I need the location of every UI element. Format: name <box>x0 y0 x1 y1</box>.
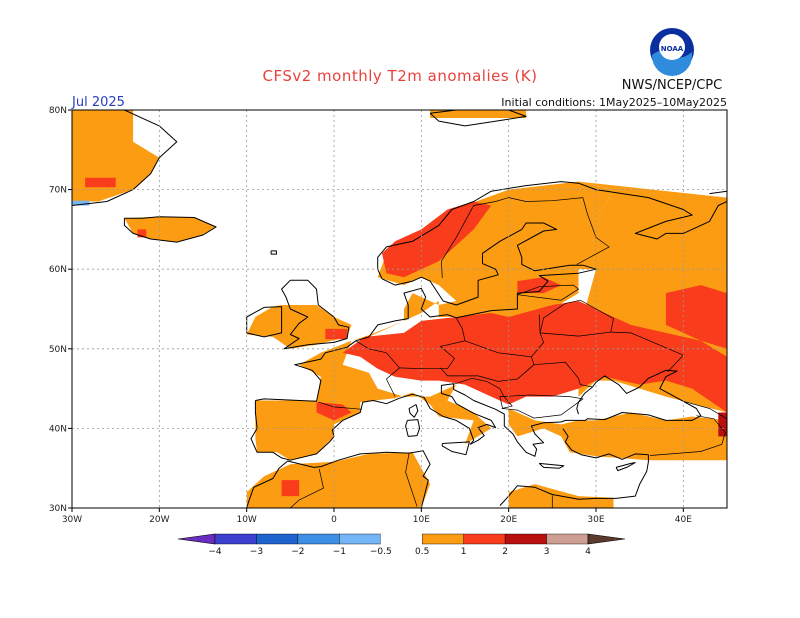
border-finland-russia <box>576 197 610 265</box>
colorbar-tick-label: −0.5 <box>370 547 392 557</box>
coastline-iceland <box>123 216 217 243</box>
graticule <box>72 110 727 508</box>
coastline-corsica <box>408 404 419 418</box>
colorbar-tick-label: −4 <box>208 547 222 557</box>
border-france-germany <box>355 340 400 397</box>
coastline-faroe <box>270 250 277 255</box>
anomaly-region-baltic-warm <box>517 277 562 294</box>
anomaly-region-uk-south-warm <box>325 328 348 340</box>
coastline-svalbard <box>429 110 527 127</box>
lon-tick-label: 20E <box>500 515 517 525</box>
lat-tick-label: 70N <box>49 186 67 196</box>
colorbar-bin <box>463 533 506 545</box>
anomaly-region-morocco-warm <box>281 480 300 497</box>
lon-tick-label: 30W <box>62 515 82 525</box>
anomaly-region-iceland <box>124 216 217 243</box>
lon-tick-label: 20W <box>149 515 169 525</box>
colorbar-bin <box>422 533 464 545</box>
border-romania-ukraine <box>533 361 593 388</box>
colorbar-min-arrow <box>177 533 216 545</box>
anomaly-region-russia-ne-warm <box>665 285 727 349</box>
coastline-ireland <box>246 306 283 338</box>
coastline-sardinia <box>405 419 421 437</box>
noaa-logo-text: NOAA <box>661 45 684 53</box>
border-baltics <box>517 284 580 301</box>
border-poland-east <box>531 314 544 358</box>
border-romania-bulgaria <box>499 394 584 419</box>
colorbar-bin <box>504 533 547 545</box>
coastline-crete <box>538 462 565 469</box>
noaa-wave-icon <box>652 50 692 76</box>
border-algeria-morocco <box>290 468 324 508</box>
lon-tick-label: 30E <box>587 515 604 525</box>
agency-label: NWS/NCEP/CPC <box>622 78 722 93</box>
border-germany-poland <box>399 317 466 370</box>
coastline-cyprus <box>615 462 636 472</box>
border-algeria-tunisia <box>405 453 418 507</box>
lon-tick-label: 10W <box>236 515 256 525</box>
colorbar-tick-label: 0.5 <box>415 547 429 557</box>
coastline-north-africa <box>246 450 431 508</box>
lat-tick-label: 60N <box>49 265 67 275</box>
colorbar-max-arrow <box>587 533 626 545</box>
coastline-britain <box>281 279 350 350</box>
coastline-sicily <box>441 441 470 456</box>
map-frame <box>71 109 728 509</box>
border-norway-sweden <box>441 197 583 279</box>
colorbar-bin <box>214 533 257 545</box>
lat-tick-label: 50N <box>49 345 67 355</box>
colorbar-tick-label: 2 <box>502 547 508 557</box>
border-caucasus <box>683 400 727 420</box>
colorbar-tick-label: 4 <box>585 547 591 557</box>
lon-tick-label: 40E <box>675 515 692 525</box>
colorbar-bin <box>256 533 299 545</box>
lon-tick-label: 0 <box>331 515 337 525</box>
lat-tick-label: 40N <box>49 424 67 434</box>
border-balkan-interior <box>452 377 513 409</box>
colorbar-bin <box>297 533 340 545</box>
map-panel: 30W 20W 10W 0 10E 20E 30E 40E 30N 40N 50N 60N 70N 80… <box>49 106 728 525</box>
coastline-greenland <box>72 110 178 206</box>
initial-conditions: Initial conditions: 1May2025–10May2025 <box>501 96 727 109</box>
border-belarus <box>539 299 614 337</box>
colorbar-tick-label: 3 <box>544 547 550 557</box>
anomaly-region-iberia-france <box>255 181 614 461</box>
lat-tick-label: 30N <box>49 504 67 514</box>
border-turkey-east <box>650 415 726 456</box>
noaa-logo: NOAA <box>650 28 694 76</box>
coastline-novaya-zemlya-edge <box>709 190 727 195</box>
border-czech-slovakia-hungary <box>440 340 535 382</box>
figure-title: CFSv2 monthly T2m anomalies (K) <box>263 67 538 85</box>
colorbar-tick-label: −1 <box>333 547 346 557</box>
coastline-anatolia-south <box>499 428 649 506</box>
noaa-logo-center <box>659 34 685 60</box>
coastline-mainland <box>255 181 727 402</box>
anomaly-region-caucasus-warm <box>718 412 727 437</box>
anomaly-region-balkans-turkey <box>508 408 727 461</box>
anomaly-layer <box>72 110 727 508</box>
colorbar-tick-label: −2 <box>291 547 304 557</box>
coastline-mediterranean-north <box>250 369 702 461</box>
colorbar <box>177 533 626 545</box>
colorbar-bin <box>380 534 423 544</box>
coastline-layer <box>72 110 727 508</box>
anomaly-region-svalbard-franz <box>430 110 527 118</box>
colorbar-tick-label: −3 <box>250 547 263 557</box>
longitude-ticks: 30W 20W 10W 0 10E 20E 30E 40E <box>62 508 692 525</box>
lat-tick-label: 80N <box>49 106 67 116</box>
colorbar-labels: −4 −3 −2 −1 −0.5 0.5 1 2 3 4 <box>208 547 591 557</box>
latitude-ticks: 30N 40N 50N 60N 70N 80N <box>49 106 72 514</box>
anomaly-region-greenland-warm <box>85 177 116 188</box>
anomaly-region-scandinavia-warm <box>382 201 492 278</box>
colorbar-bin <box>339 533 381 545</box>
colorbar-tick-label: 1 <box>461 547 467 557</box>
forecast-period: Jul 2025 <box>71 95 125 110</box>
border-ukraine-russia <box>610 331 684 373</box>
anomaly-region-central-europe-warm <box>342 301 727 413</box>
colorbar-bin <box>546 533 589 545</box>
lon-tick-label: 10E <box>413 515 430 525</box>
